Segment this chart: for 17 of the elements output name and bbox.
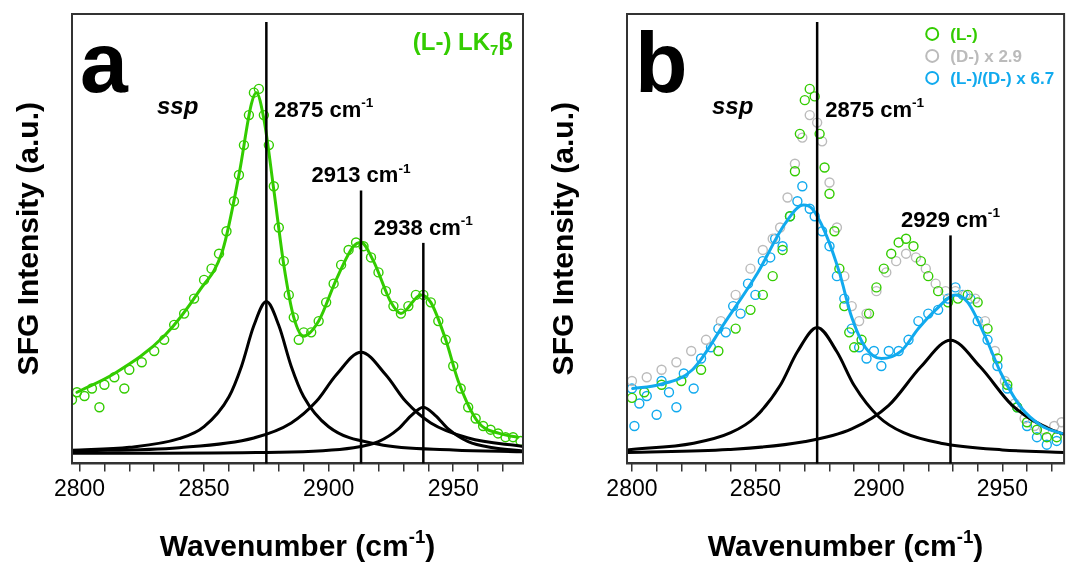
x-tick-label: 2800: [606, 474, 658, 501]
x-tick-label: 2950: [976, 474, 1028, 501]
annotation: ssp: [712, 92, 754, 119]
x-tick-label: 2900: [303, 474, 355, 501]
legend-label: (D-) x 2.9: [950, 47, 1023, 66]
annotation: b: [635, 14, 688, 110]
legend-label: (L-): [950, 25, 978, 44]
annotation: ssp: [157, 92, 199, 119]
x-tick-label: 2850: [178, 474, 230, 501]
x-tick-label: 2900: [853, 474, 905, 501]
legend-label: (L-)/(D-) x 6.7: [950, 69, 1055, 88]
x-tick-label: 2800: [53, 474, 106, 501]
y-axis-title: SFG Intensity (a.u.): [546, 102, 579, 376]
x-tick-label: 2850: [729, 474, 781, 501]
annotation: a: [80, 14, 129, 110]
y-axis-title: SFG Intensity (a.u.): [11, 102, 44, 376]
x-tick-label: 2950: [427, 474, 479, 501]
